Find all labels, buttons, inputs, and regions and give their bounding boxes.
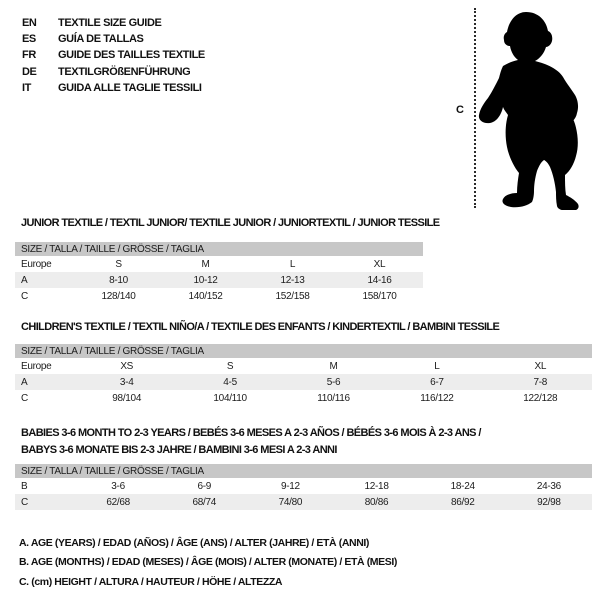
language-row: DE TEXTILGRÖßENFÜHRUNG: [22, 64, 205, 80]
value-cell: XS: [120, 360, 134, 372]
children-table-title: CHILDREN'S TEXTILE / TEXTIL NIÑO/A / TEX…: [21, 319, 500, 336]
value-cell: XL: [373, 258, 386, 270]
row-label-cell: C: [15, 494, 75, 510]
babies-size-table: SIZE / TALLA / TAILLE / GRÖSSE / TAGLIA B…: [15, 464, 592, 510]
value-cell: 152/158: [275, 290, 310, 302]
value-cell: 62/68: [75, 494, 162, 510]
table-row: Europe S M L XL: [15, 256, 423, 272]
babies-table-title: BABIES 3-6 MONTH TO 2-3 YEARS / BEBÉS 3-…: [21, 425, 481, 458]
row-label-cell: A: [15, 374, 75, 390]
size-band-label: SIZE / TALLA / TAILLE / GRÖSSE / TAGLIA: [15, 464, 592, 478]
size-band-row: SIZE / TALLA / TAILLE / GRÖSSE / TAGLIA: [15, 242, 423, 256]
footnote-height-cm: C. (cm) HEIGHT / ALTURA / HAUTEUR / HÖHE…: [19, 575, 283, 588]
value-cell: 14-16: [336, 272, 423, 288]
value-cell: 6-9: [197, 480, 212, 492]
language-row: FR GUIDE DES TAILLES TEXTILE: [22, 47, 205, 63]
row-label-cell: C: [21, 392, 28, 404]
value-cell: 86/92: [419, 494, 506, 510]
value-cell: M: [329, 360, 338, 372]
language-row: EN TEXTILE SIZE GUIDE: [22, 15, 205, 31]
language-row: IT GUIDA ALLE TAGLIE TESSILI: [22, 80, 205, 96]
junior-size-table: SIZE / TALLA / TAILLE / GRÖSSE / TAGLIA E…: [15, 242, 423, 304]
table-row: C 62/68 68/74 74/80 80/86 86/92 92/98: [15, 494, 592, 510]
size-band-label: SIZE / TALLA / TAILLE / GRÖSSE / TAGLIA: [15, 242, 423, 256]
row-label-cell: C: [21, 290, 28, 302]
value-cell: 140/152: [188, 290, 223, 302]
value-cell: 92/98: [505, 494, 592, 510]
table-row: C 128/140 140/152 152/158 158/170: [15, 288, 423, 304]
language-title: TEXTILE SIZE GUIDE: [58, 17, 162, 29]
title-line: BABYS 3-6 MONATE BIS 2-3 JAHRE / BAMBINI…: [21, 443, 337, 456]
value-cell: 122/128: [523, 392, 558, 404]
value-cell: 158/170: [362, 290, 397, 302]
language-row: ES GUÍA DE TALLAS: [22, 31, 205, 47]
value-cell: 7-8: [488, 374, 592, 390]
row-label-cell: Europe: [21, 258, 52, 270]
language-title: GUIDA ALLE TAGLIE TESSILI: [58, 81, 202, 94]
language-code: FR: [22, 49, 36, 62]
table-row: B 3-6 6-9 9-12 12-18 18-24 24-36: [15, 478, 592, 494]
value-cell: M: [201, 258, 210, 270]
value-cell: 8-10: [75, 272, 162, 288]
title-line: CHILDREN'S TEXTILE / TEXTIL NIÑO/A / TEX…: [21, 321, 500, 333]
language-title: TEXTILGRÖßENFÜHRUNG: [58, 65, 191, 78]
language-code: DE: [22, 65, 37, 78]
language-code: EN: [22, 17, 37, 29]
value-cell: 3-4: [75, 374, 179, 390]
value-cell: 98/104: [112, 392, 142, 404]
value-cell: 6-7: [385, 374, 489, 390]
value-cell: L: [289, 258, 296, 270]
value-cell: 116/122: [420, 392, 454, 404]
size-band-row: SIZE / TALLA / TAILLE / GRÖSSE / TAGLIA: [15, 344, 592, 358]
value-cell: 110/116: [317, 392, 350, 404]
table-row: Europe XS S M L XL: [15, 358, 592, 374]
value-cell: 5-6: [281, 374, 386, 390]
value-cell: 80/86: [333, 494, 420, 510]
table-row: A 8-10 10-12 12-13 14-16: [15, 272, 423, 288]
row-label-cell: Europe: [21, 360, 52, 372]
table-row: C 98/104 104/110 110/116 116/122 122/128: [15, 390, 592, 406]
value-cell: L: [434, 360, 440, 372]
table-row: A 3-4 4-5 5-6 6-7 7-8: [15, 374, 592, 390]
height-dotted-line: [474, 8, 476, 208]
value-cell: 12-18: [364, 480, 389, 492]
legend-footnotes: A. AGE (YEARS) / EDAD (AÑOS) / ÂGE (ANS)…: [19, 534, 397, 592]
value-cell: 74/80: [247, 494, 334, 510]
value-cell: 104/110: [213, 392, 247, 404]
baby-silhouette-icon: [478, 12, 579, 210]
language-list: EN TEXTILE SIZE GUIDE ES GUÍA DE TALLAS FR…: [22, 15, 205, 96]
row-label-cell: B: [21, 480, 28, 492]
value-cell: 9-12: [280, 480, 300, 492]
value-cell: 12-13: [249, 272, 336, 288]
size-band-label: SIZE / TALLA / TAILLE / GRÖSSE / TAGLIA: [15, 344, 592, 358]
language-code: ES: [22, 33, 36, 46]
value-cell: 128/140: [101, 290, 136, 302]
value-cell: 10-12: [162, 272, 249, 288]
height-measure-label: C: [456, 104, 464, 116]
junior-table-title: JUNIOR TEXTILE / TEXTIL JUNIOR/ TEXTILE …: [21, 215, 440, 232]
value-cell: XL: [534, 360, 547, 372]
value-cell: 4-5: [178, 374, 282, 390]
value-cell: S: [115, 258, 122, 270]
size-band-row: SIZE / TALLA / TAILLE / GRÖSSE / TAGLIA: [15, 464, 592, 478]
children-size-table: SIZE / TALLA / TAILLE / GRÖSSE / TAGLIA E…: [15, 344, 592, 406]
language-title: GUÍA DE TALLAS: [58, 33, 144, 46]
value-cell: S: [226, 360, 234, 372]
value-cell: 3-6: [111, 480, 125, 492]
language-code: IT: [22, 81, 31, 94]
value-cell: 18-24: [450, 480, 475, 492]
value-cell: 24-36: [536, 480, 561, 492]
row-label-cell: A: [15, 272, 75, 288]
footnote-age-years: A. AGE (YEARS) / EDAD (AÑOS) / ÂGE (ANS)…: [19, 537, 370, 549]
language-title: GUIDE DES TAILLES TEXTILE: [58, 49, 205, 62]
value-cell: 68/74: [161, 494, 248, 510]
title-line: JUNIOR TEXTILE / TEXTIL JUNIOR/ TEXTILE …: [21, 217, 440, 229]
footnote-age-months: B. AGE (MONTHS) / EDAD (MESES) / ÂGE (MO…: [19, 556, 397, 569]
title-line: BABIES 3-6 MONTH TO 2-3 YEARS / BEBÉS 3-…: [21, 427, 481, 439]
